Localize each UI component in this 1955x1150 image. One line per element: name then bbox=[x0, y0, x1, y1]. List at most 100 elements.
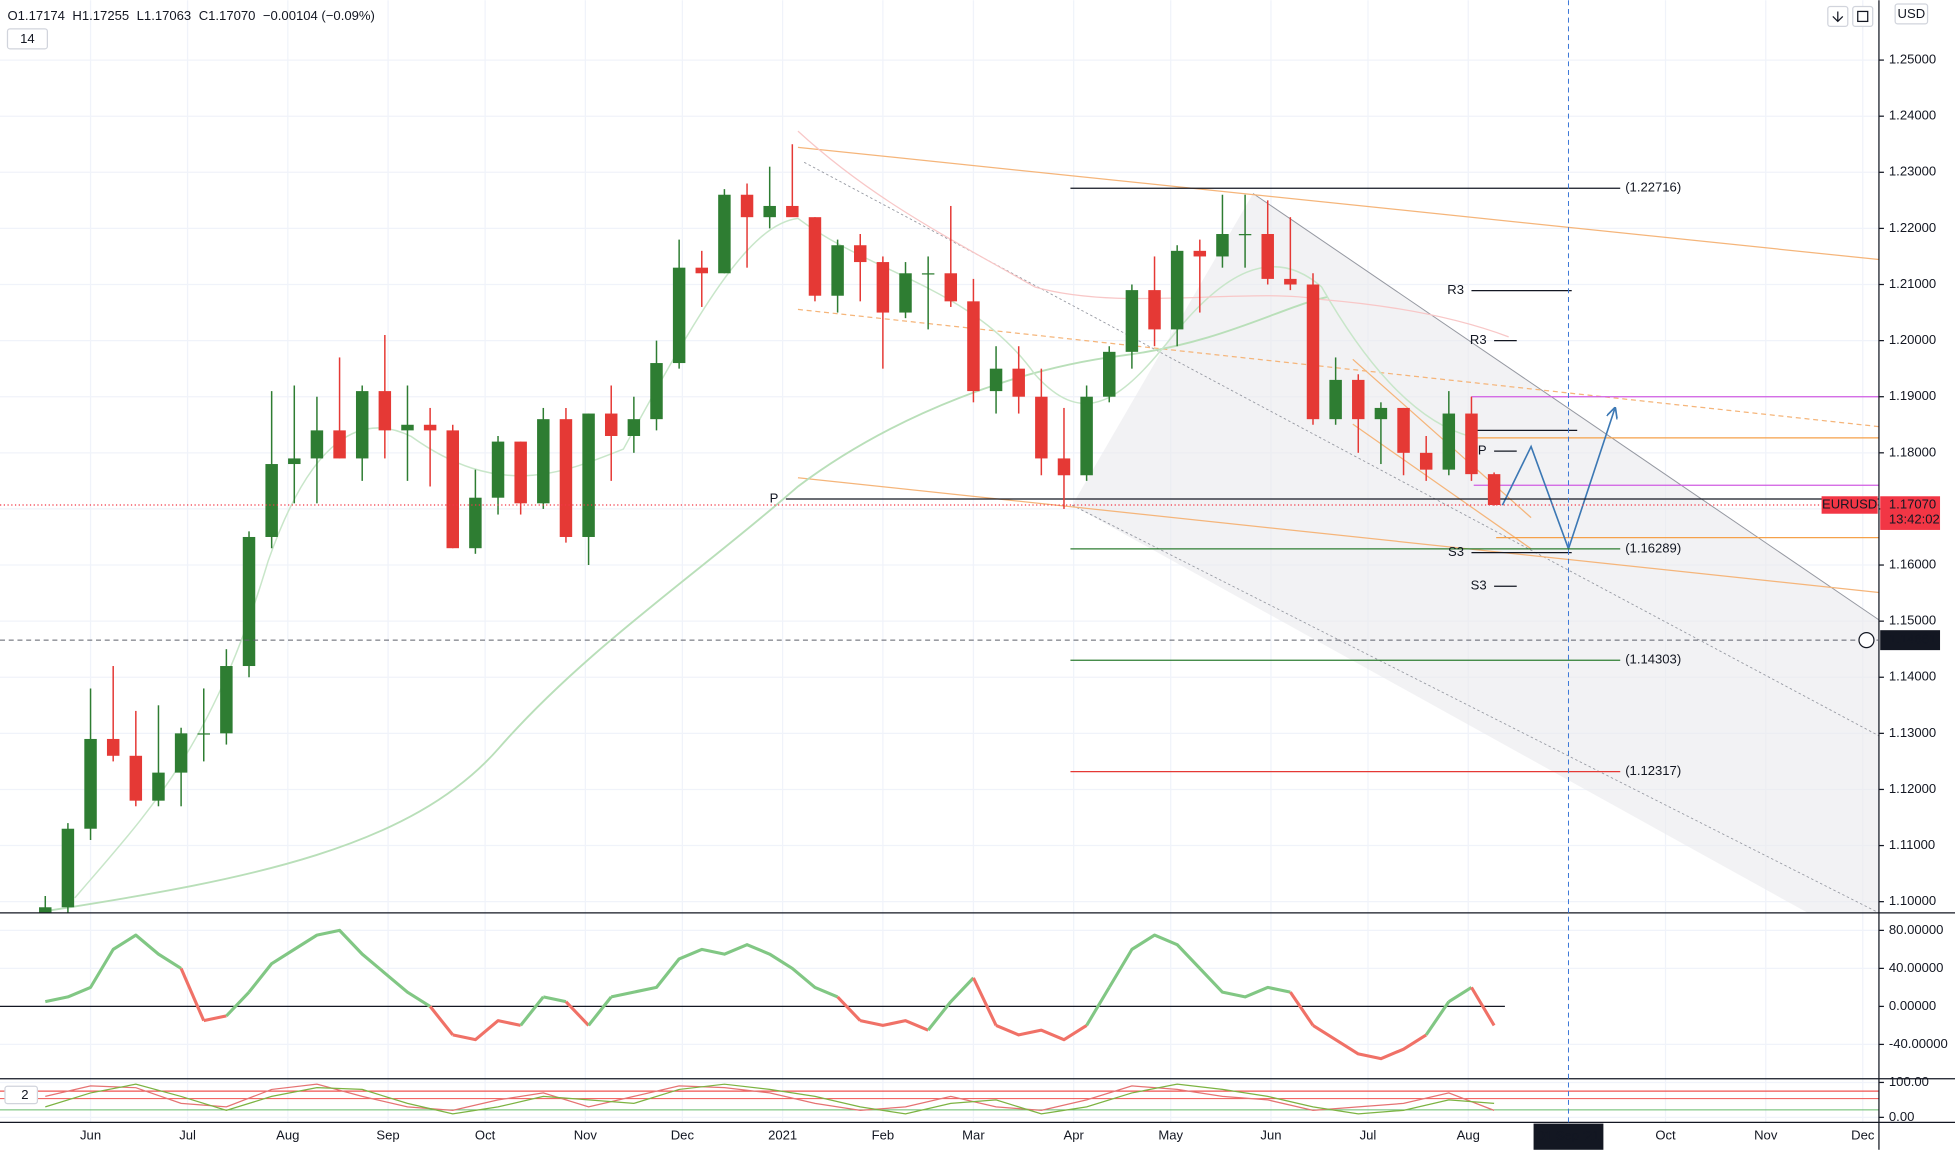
oscillator-connector bbox=[564, 1000, 590, 1027]
candle-body bbox=[876, 262, 890, 313]
oscillator-connector bbox=[519, 995, 545, 1027]
axis-layer: Jun Jul Aug Sep Oct Nov Dec 2021 Feb Mar Apr May Jun… bbox=[80, 52, 1948, 1143]
candle-body bbox=[288, 458, 301, 465]
reset-icon bbox=[1857, 10, 1869, 23]
oscillator-line bbox=[1107, 933, 1291, 999]
x-tick-label: May bbox=[1158, 1128, 1183, 1143]
y-tick-label: 1.11000 bbox=[1889, 837, 1935, 852]
currency-button[interactable] bbox=[1894, 3, 1929, 25]
candle-body bbox=[129, 755, 143, 801]
x-tick-label: Aug bbox=[1457, 1128, 1480, 1143]
crosshair-time-label: 01 Sep '21 bbox=[1537, 1128, 1599, 1143]
moving-average-short bbox=[74, 217, 1472, 899]
x-tick-label: Nov bbox=[1754, 1128, 1778, 1143]
candle-body bbox=[740, 194, 754, 218]
candle-body bbox=[672, 267, 686, 364]
candle-body bbox=[899, 273, 912, 313]
y-tick-label: 1.15000 bbox=[1889, 613, 1936, 628]
candle-body bbox=[378, 391, 392, 431]
candle-body bbox=[1397, 407, 1410, 453]
x-tick-label: Jul bbox=[1360, 1128, 1377, 1143]
x-tick-label: Mar bbox=[962, 1128, 985, 1143]
candle-body bbox=[514, 441, 527, 504]
candle-body bbox=[1238, 234, 1252, 236]
stochastic-line bbox=[45, 1083, 1495, 1115]
legend-key: L bbox=[137, 8, 144, 23]
candle-body bbox=[967, 301, 980, 392]
candle-body bbox=[854, 245, 867, 263]
pivot-label: P bbox=[770, 490, 779, 505]
candle-body bbox=[1035, 396, 1048, 459]
oscillator-pane bbox=[0, 928, 1505, 1061]
candle-body bbox=[61, 828, 75, 908]
candle-body bbox=[1284, 278, 1297, 285]
x-tick-label: Jun bbox=[80, 1128, 101, 1143]
countdown-label: 13:42:02 bbox=[1889, 511, 1940, 526]
moving-average-long bbox=[49, 296, 1329, 912]
candle-body bbox=[718, 194, 731, 274]
last-price-tag bbox=[1880, 496, 1941, 530]
legend-value: −0.00104 (−0.09%) bbox=[263, 8, 375, 23]
oscillator-line bbox=[452, 1019, 521, 1042]
crosshair-price-label: 1.14661 bbox=[1889, 632, 1936, 647]
candle-body bbox=[39, 907, 52, 913]
y-tick-label: 0.00000 bbox=[1889, 998, 1936, 1013]
pivot-label: S3 bbox=[1448, 544, 1464, 559]
candle-body bbox=[1306, 284, 1320, 420]
candle-body bbox=[1148, 290, 1161, 330]
candle-body bbox=[1012, 368, 1025, 397]
legend-key: C bbox=[199, 8, 208, 23]
candle-body bbox=[220, 666, 233, 734]
legend-value: 1.17070 bbox=[208, 8, 255, 23]
pivot-label: R3 bbox=[1447, 282, 1464, 297]
legend-value: 1.17174 bbox=[18, 8, 65, 23]
candle-body bbox=[1170, 250, 1184, 330]
candle-body bbox=[174, 733, 188, 773]
candle-body bbox=[1442, 413, 1456, 470]
oscillator-connector bbox=[1289, 991, 1315, 1027]
candle-body bbox=[1374, 407, 1388, 420]
candle-body bbox=[559, 419, 573, 537]
x-tick-label: Jul bbox=[179, 1128, 196, 1143]
y-tick-label: 1.18000 bbox=[1889, 444, 1936, 459]
candle-body bbox=[1419, 452, 1433, 470]
trendline bbox=[797, 477, 1879, 594]
y-tick-label: 1.25000 bbox=[1889, 52, 1936, 67]
crosshair-price-tag bbox=[1880, 630, 1941, 651]
level-label: (1.12317) bbox=[1625, 763, 1681, 778]
stochastic-pane bbox=[0, 1083, 1879, 1115]
candle-body bbox=[469, 497, 482, 549]
oscillator-line bbox=[203, 1014, 227, 1023]
x-tick-label: Jun bbox=[1260, 1128, 1281, 1143]
indicator-box[interactable] bbox=[6, 28, 49, 50]
y-tick-label: 1.23000 bbox=[1889, 164, 1936, 179]
candle-body bbox=[944, 273, 958, 302]
candle-body bbox=[84, 738, 97, 829]
candle-body bbox=[152, 772, 165, 801]
candle-body bbox=[1352, 379, 1365, 420]
candle-body bbox=[491, 441, 505, 498]
level-label: (1.14303) bbox=[1625, 652, 1681, 667]
oscillator-line bbox=[995, 1023, 1088, 1042]
trendline bbox=[797, 146, 1879, 261]
candle-body bbox=[446, 430, 459, 549]
symbol-tag bbox=[1821, 496, 1878, 514]
candle-body bbox=[1487, 474, 1501, 505]
oscillator-connector bbox=[225, 991, 251, 1017]
pivot-label: S3 bbox=[1471, 578, 1487, 593]
legend-key: O bbox=[7, 8, 17, 23]
oscillator-connector bbox=[1424, 1000, 1451, 1036]
pivot-label: R3 bbox=[1470, 332, 1487, 347]
candle-body bbox=[242, 536, 256, 667]
y-tick-label: -40.00000 bbox=[1889, 1036, 1948, 1051]
y-tick-label: 100.00 bbox=[1889, 1074, 1929, 1089]
trendline bbox=[797, 308, 1879, 428]
oscillator-connector bbox=[926, 1000, 953, 1032]
x-tick-label: Dec bbox=[671, 1128, 695, 1143]
reset-button[interactable] bbox=[1852, 5, 1874, 28]
candle-body bbox=[310, 430, 324, 459]
oscillator-line bbox=[542, 995, 567, 1004]
oscillator-line bbox=[1447, 986, 1473, 1003]
candle-body bbox=[355, 391, 369, 459]
y-tick-label: 1.21000 bbox=[1889, 276, 1936, 291]
